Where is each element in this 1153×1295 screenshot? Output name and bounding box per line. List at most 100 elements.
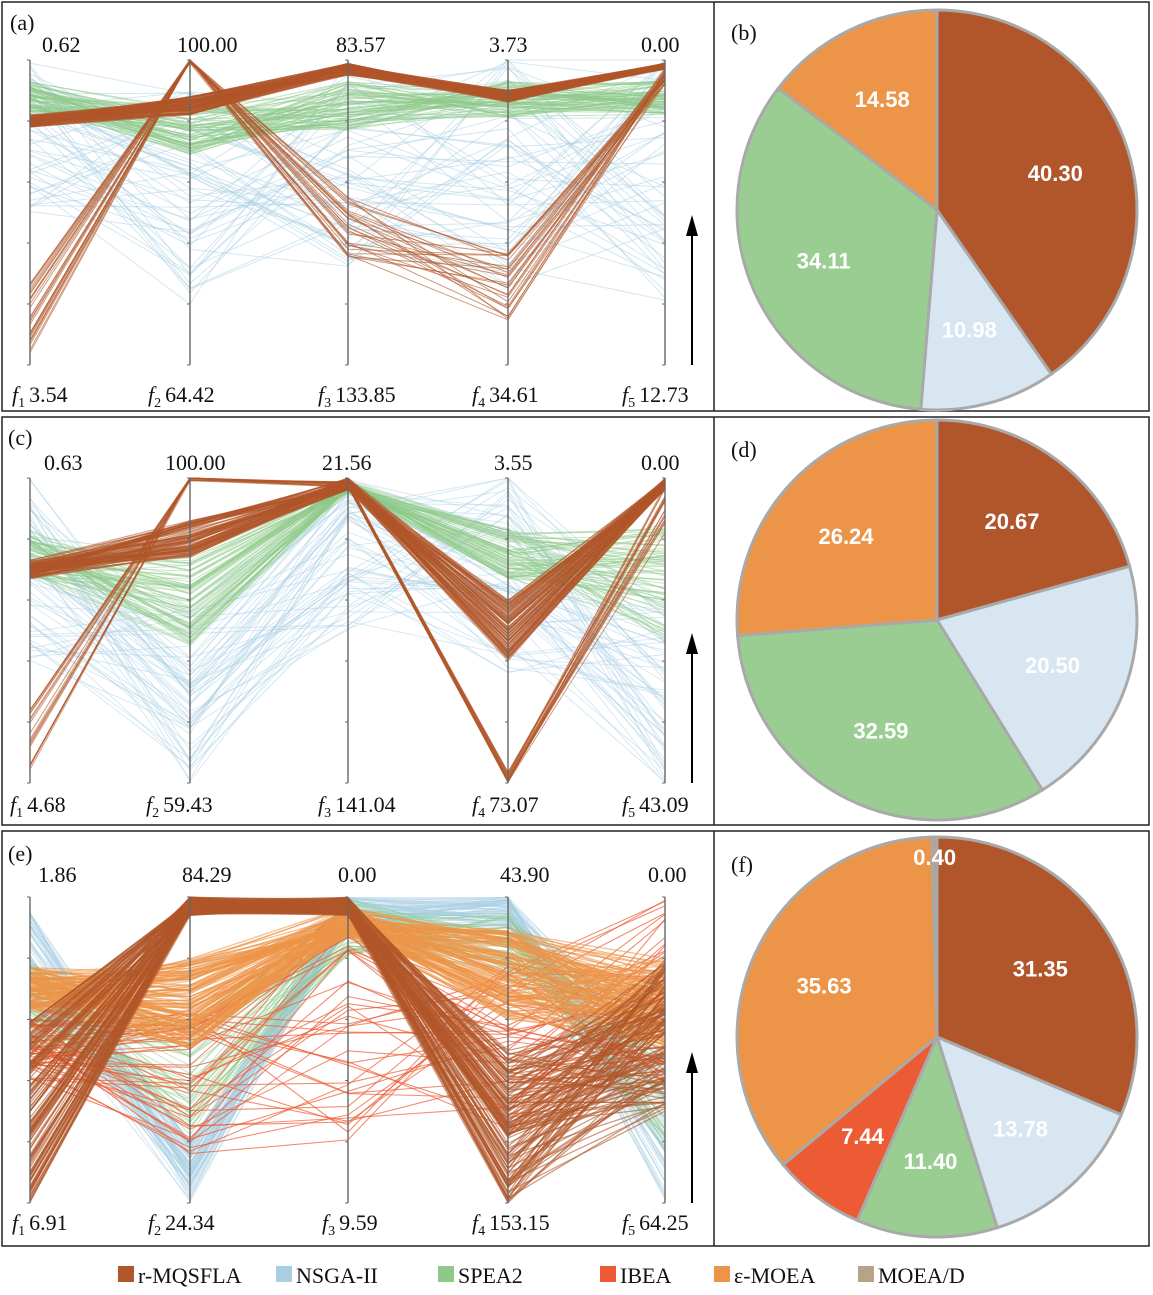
legend-swatch: [714, 1266, 730, 1282]
legend-swatch: [858, 1266, 874, 1282]
pie-slice-rmqsfla: [935, 418, 1132, 622]
axis-bottom-label: f1 6.91: [12, 1210, 68, 1239]
pie-slice-rmqsfla: [935, 8, 1139, 377]
legend-entry: ε-MOEA: [734, 1263, 815, 1288]
axis-name: f: [148, 382, 157, 407]
axis-bottom-label: f4 73.07: [472, 792, 539, 821]
axis-name: f: [146, 792, 155, 817]
panel-frames: [1, 1, 1150, 1247]
frame-row-1: [1, 1, 1150, 412]
pie-slice-label: 14.58: [855, 87, 910, 112]
pie-slice-label: 13.78: [993, 1117, 1048, 1142]
axis-name: f: [622, 382, 631, 407]
panel-label-e: (e): [8, 841, 32, 866]
pie-slice-label: 31.35: [1013, 956, 1068, 981]
arrow-head-icon: [686, 1052, 698, 1073]
arrow-head-icon: [686, 633, 698, 654]
axis-bottom-label: f2 64.42: [148, 382, 215, 411]
axis-top-value: 43.90: [500, 862, 550, 887]
axis-top-value: 0.00: [648, 862, 687, 887]
pie-chart-b: (b) 40.30 10.98 34.11 14.58: [731, 8, 1139, 412]
axis-subscript: 3: [324, 396, 331, 411]
axis-bottom-label: f5 43.09: [622, 792, 689, 821]
pie-slice-label: 32.59: [853, 719, 908, 744]
axis-bottom-label: f2 59.43: [146, 792, 213, 821]
axis-subscript: 5: [628, 396, 635, 411]
pie-slice-label: 0.40: [913, 845, 956, 870]
axis-top-value: 100.00: [177, 32, 238, 57]
axis-top-value: 3.55: [494, 450, 533, 475]
axis-bottom-value: 24.34: [165, 1210, 215, 1235]
axes-a: [27, 59, 698, 366]
axes-c: [27, 477, 698, 784]
pie-slice-spea2: [855, 1032, 1000, 1239]
pie-slice-moea: [735, 835, 939, 1167]
axis-bottom-label: f4 34.61: [472, 382, 539, 411]
arrow-head-icon: [686, 215, 698, 236]
axis-name: f: [472, 792, 481, 817]
axis-top-value: 83.57: [336, 32, 386, 57]
axis-subscript: 1: [18, 1224, 25, 1239]
pie-slice-nsgaii: [919, 205, 1054, 412]
axis-name: f: [318, 792, 327, 817]
axis-top-value: 3.73: [489, 32, 528, 57]
axes-e: [27, 896, 698, 1204]
axis-name: f: [12, 1210, 21, 1235]
panel-label-f: (f): [731, 852, 753, 877]
axis-bottom-value: 34.61: [489, 382, 539, 407]
pie-slice-label: 34.11: [797, 248, 851, 273]
pie-slice-label: 26.24: [818, 524, 874, 549]
axis-name: f: [622, 792, 631, 817]
axis-subscript: 1: [16, 806, 23, 821]
axis-bottom-value: 64.25: [639, 1210, 689, 1235]
axis-bottom-label: f4 153.15: [472, 1210, 550, 1239]
axis-name: f: [148, 1210, 157, 1235]
axis-top-value: 0.00: [641, 450, 680, 475]
panel-label-b: (b): [731, 20, 757, 45]
axis-bottom-label: f5 12.73: [622, 382, 689, 411]
axis-subscript: 1: [18, 396, 25, 411]
axis-subscript: 3: [324, 806, 331, 821]
axis-bottom-value: 64.42: [165, 382, 215, 407]
axis-name: f: [622, 1210, 631, 1235]
axis-subscript: 5: [628, 1224, 635, 1239]
axis-bottom-label: f1 4.68: [10, 792, 66, 821]
axis-subscript: 5: [628, 806, 635, 821]
axis-bottom-label: f5 64.25: [622, 1210, 689, 1239]
pie-slice-nsgaii: [934, 564, 1139, 793]
legend-swatch: [118, 1266, 134, 1282]
axis-bottom-value: 59.43: [163, 792, 213, 817]
pie-chart-d: (d) 20.67 20.50 32.59 26.24: [731, 418, 1139, 822]
pie-slice-rmqsfla: [935, 835, 1139, 1117]
pie-slice-label: 35.63: [797, 974, 852, 999]
axis-name: f: [318, 382, 327, 407]
axis-subscript: 3: [328, 1224, 335, 1239]
panel-label-d: (d): [731, 437, 757, 462]
panel-label-a: (a): [10, 10, 34, 35]
axis-bottom-value: 9.59: [339, 1210, 378, 1235]
legend-entry: IBEA: [620, 1263, 671, 1288]
axis-top-value: 0.62: [42, 32, 81, 57]
axis-name: f: [12, 382, 21, 407]
legend-swatch: [438, 1266, 454, 1282]
axis-bottom-value: 141.04: [335, 792, 396, 817]
axis-subscript: 2: [154, 396, 161, 411]
pie-slice-moead: [930, 835, 939, 1038]
axis-name: f: [10, 792, 19, 817]
axis-subscript: 2: [152, 806, 159, 821]
pie-slice-label: 20.67: [984, 509, 1039, 534]
pie-slice-label: 20.50: [1025, 653, 1080, 678]
axis-name: f: [322, 1210, 331, 1235]
legend-swatch: [600, 1266, 616, 1282]
pie-slice-spea2: [735, 86, 939, 411]
axis-bottom-label: f3 133.85: [318, 382, 396, 411]
axis-top-value: 0.00: [641, 32, 680, 57]
legend-swatch: [276, 1266, 292, 1282]
